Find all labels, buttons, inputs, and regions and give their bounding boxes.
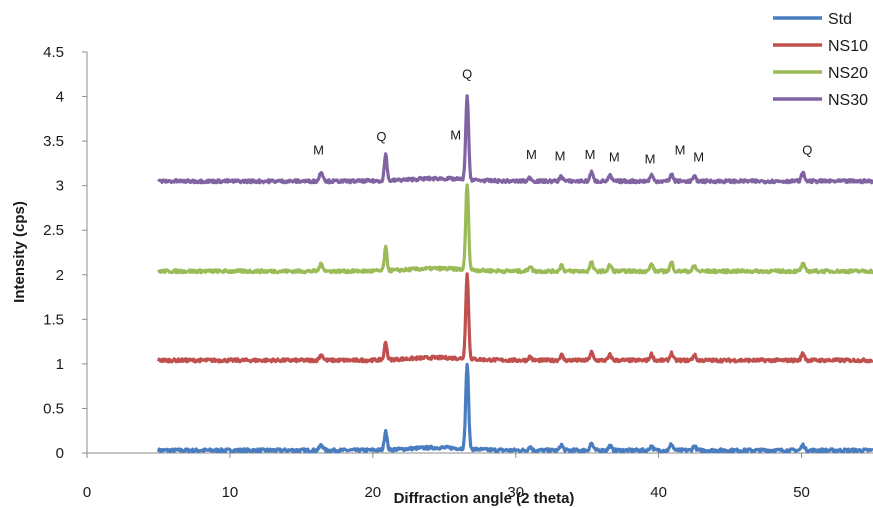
x-tick-label: 0 [83, 484, 91, 501]
series-line-ns30 [157, 94, 873, 185]
y-tick-label: 4 [56, 89, 64, 106]
peak-label: Q [462, 67, 472, 82]
y-tick-label: 1.5 [43, 311, 64, 328]
x-tick-label: 50 [793, 484, 810, 501]
series-line-ns20 [157, 183, 873, 275]
x-tick-label: 10 [222, 484, 239, 501]
peak-annotations: MQ MQM M M M MM M Q [313, 67, 812, 167]
peak-label: M [526, 147, 537, 162]
axes [86, 52, 873, 454]
x-axis-title: Diffraction angle (2 theta) [394, 490, 575, 507]
series-layer [156, 94, 873, 454]
peak-label: M [450, 127, 461, 142]
x-axis-ticks: 0 10 20 30 40 50 [83, 453, 810, 501]
y-axis-ticks: 0 0.5 1 1.5 2 2.5 3 3.5 4 4.5 [43, 44, 87, 462]
y-tick-label: 3.5 [43, 133, 64, 150]
y-tick-label: 1 [56, 356, 64, 373]
peak-label: Q [802, 142, 812, 157]
legend-label: NS20 [828, 65, 868, 82]
y-tick-label: 2 [56, 267, 64, 284]
peak-label: M [313, 142, 324, 157]
peak-label: M [645, 151, 656, 166]
peak-label: M [609, 150, 620, 165]
legend-label: NS10 [828, 38, 868, 55]
y-tick-label: 2.5 [43, 222, 64, 239]
series-line-ns10 [156, 272, 873, 364]
x-tick-label: 20 [364, 484, 381, 501]
y-tick-label: 3 [56, 178, 64, 195]
y-tick-label: 4.5 [43, 44, 64, 61]
y-axis-title: Intensity (cps) [11, 201, 28, 303]
peak-label: M [675, 142, 686, 157]
peak-label: M [693, 150, 704, 165]
y-tick-label: 0.5 [43, 400, 64, 417]
y-tick-label: 0 [56, 445, 64, 462]
peak-label: Q [376, 129, 386, 144]
peak-label: M [555, 149, 566, 164]
x-tick-label: 30 [507, 484, 524, 501]
series-line-std [156, 362, 873, 454]
legend-label: Std [828, 11, 852, 28]
legend-label: NS30 [828, 92, 868, 109]
legend: Std NS10 NS20 NS30 [773, 11, 868, 109]
x-tick-label: 40 [650, 484, 667, 501]
peak-label: M [585, 147, 596, 162]
